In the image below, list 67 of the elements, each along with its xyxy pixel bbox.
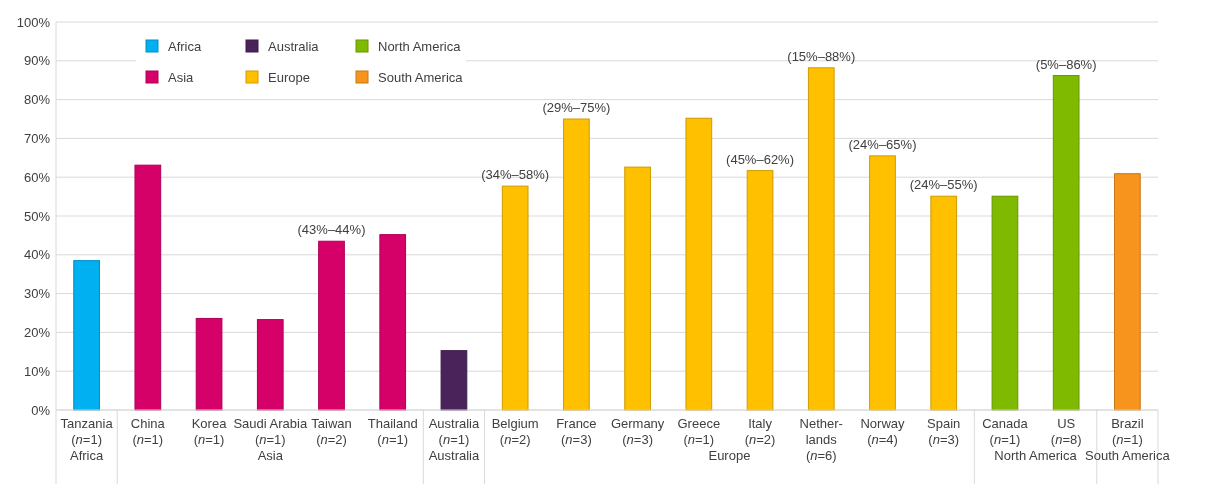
x-tick-label: Belgium (n=2) [491,416,539,447]
x-tick-label: Italy (n=2) [744,416,776,447]
bar [134,164,162,411]
x-tick-label: China (n=1) [130,416,166,447]
y-tick-label: 70% [23,130,51,146]
annotation: (34%–58%) [481,167,550,183]
text: Australia [428,448,480,463]
annotation: (24%–55%) [909,177,978,193]
x-tick-label: Spain (n=3) [927,416,961,447]
x-tick-label: US (n=8) [1050,416,1082,447]
legend-label: Africa [168,38,202,54]
y-tick-label: 80% [23,92,51,108]
bar [991,195,1019,411]
bar [318,240,345,411]
bar [746,170,774,411]
x-tick-label: Korea (n=1) [191,416,228,447]
annotation: (24%–65%) [848,136,917,152]
bar [563,118,590,411]
legend-label: North America [378,38,462,54]
y-tick-label: 100% [16,14,51,30]
x-tick-label: Brazil (n=1) [1111,416,1144,447]
x-tick-label: Greece (n=1) [677,416,721,447]
text: Africa [69,448,104,463]
y-tick-label: 90% [23,53,51,69]
bar [1114,173,1141,411]
x-tick-label: France (n=3) [556,416,597,447]
text: North America [994,448,1077,463]
text: South America [1085,448,1170,463]
y-tick-label: 10% [23,363,51,379]
x-tick-label: Taiwan (n=2) [311,416,352,447]
x-tick-label: Nether- lands (n=6) [799,416,843,463]
annotation: (5%–86%) [1035,56,1097,72]
bar [930,195,958,411]
text: Asia [257,448,283,463]
y-tick-label: 50% [23,208,51,224]
x-tick-label: Canada (n=1) [982,416,1029,447]
x-tick-label: Saudi Arabia (n=1) [233,416,308,447]
annotation: (29%–75%) [542,100,611,115]
x-tick-label: Tanzania (n=1) [60,416,114,447]
bar [1052,75,1080,411]
y-tick-label: 0% [31,402,51,418]
legend-label: Asia [168,69,195,85]
bar [440,350,468,411]
y-tick-label: 20% [23,324,51,340]
annotation: (15%–88%) [787,48,856,64]
annotation: (43%–44%) [297,222,366,238]
x-tick-label: Australia (n=1) [428,416,480,447]
y-tick-label: 40% [23,247,51,263]
legend-label: Europe [268,69,310,85]
bar [624,166,651,411]
x-tick-label: Norway (n=4) [860,416,906,447]
legend-label: South America [378,69,464,85]
bar [501,185,529,411]
bar [807,67,835,411]
bar [256,319,284,411]
bar [869,155,896,411]
y-tick-label: 60% [23,169,51,185]
x-tick-label: Thailand (n=1) [367,416,418,447]
bar [379,234,407,411]
x-tick-label: Germany (n=3) [610,416,665,447]
annotation: (45%–62%) [726,151,795,167]
text: Europe [708,448,751,463]
bar [685,117,713,411]
y-tick-label: 30% [23,286,51,302]
legend-label: Australia [268,38,320,54]
bar [195,317,223,411]
bar [73,260,100,411]
